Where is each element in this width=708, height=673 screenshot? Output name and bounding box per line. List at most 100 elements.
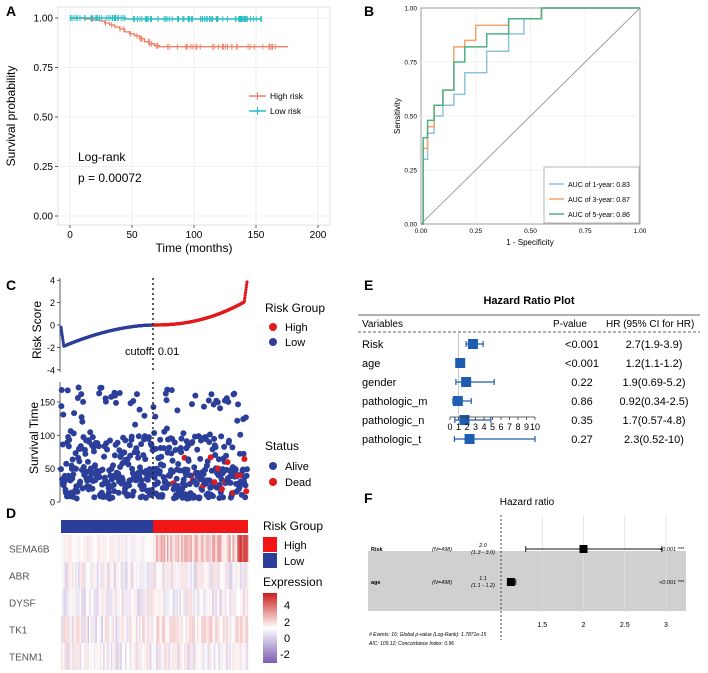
surv-point-alive [196,494,203,501]
hr-row-variable: gender [362,377,397,389]
heatmap-cell [75,562,77,589]
heatmap-cell [76,616,79,643]
panel-f-label: F [364,490,373,506]
heatmap-cell [218,589,221,616]
heatmap-cell [190,562,193,589]
risk-point-high [243,293,247,297]
surv-point-alive [89,485,96,492]
heatmap-cell [157,643,160,670]
heatmap-cells [61,535,249,670]
heatmap-cell [235,616,238,643]
heatmap-cell [112,535,115,562]
heatmap-cell [173,535,176,562]
surv-point-alive [96,474,103,481]
roc-x-tick-label: 0.00 [415,228,428,235]
risk-legend-title: Risk Group [265,301,325,315]
heatmap-cell [229,535,232,562]
heatmap-row-labels: SEMA6B ABR DYSF TK1 TENM1 [9,545,50,664]
heatmap-group-low: Low [284,556,304,568]
heatmap-cell [154,643,157,670]
heatmap-cell [223,616,225,643]
surv-point-alive [166,444,173,451]
hr-row-variable: age [362,358,380,370]
km-logrank-label: Log-rank [78,150,126,164]
heatmap-cell [149,589,152,616]
heatmap-cell [166,589,169,616]
km-y-tick-label: 0.50 [34,113,54,124]
surv-point-alive [226,437,233,444]
heatmap-cell [123,562,126,589]
surv-point-alive [105,489,112,496]
heatmap-cell [112,589,115,616]
heatmap-cell [173,643,176,670]
roc-y-tick-label: 1.00 [404,6,417,13]
surv-point-alive [156,468,163,475]
surv-point-alive [240,450,247,457]
hr-x-tick-label: 1 [456,422,461,432]
heatmap-cell [233,616,236,643]
heatmap-cell [93,535,96,562]
heatmap-cell [61,535,63,562]
heatmap-cell [185,535,188,562]
heatmap-cell [209,643,211,670]
heatmap-cell [177,616,180,643]
heatmap-cell [107,616,110,643]
heatmap-cell [96,643,99,670]
heatmap-cell [84,643,87,670]
heatmap-cell [138,562,141,589]
hr-row-hr: 2.7(1.9-3.9) [626,339,683,351]
heatmap-cell [70,562,73,589]
heatmap-cell [98,562,101,589]
heatmap-cell [198,589,200,616]
heatmap-cell [177,643,180,670]
heatmap-cell [67,535,70,562]
heatmap-annot-high [153,520,248,533]
forest-row-n: (N=498) [432,547,452,553]
surv-point-alive [188,401,195,408]
heatmap-cell [152,589,155,616]
heatmap-cell [240,616,243,643]
heatmap-cell [121,535,124,562]
heatmap-cell [146,562,149,589]
heatmap-cell [99,643,102,670]
heatmap-cell [151,616,154,643]
surv-point-alive [99,466,106,473]
heatmap-cell [92,535,95,562]
heatmap-cell [226,643,229,670]
surv-point-alive [243,472,250,479]
heatmap-cell [199,535,202,562]
heatmap-cell [226,535,229,562]
hr-header-hr: HR (95% CI for HR) [606,319,694,330]
heatmap-cell [79,535,82,562]
surv-point-alive [121,449,128,456]
km-x-tick-label: 50 [126,230,138,241]
heatmap-cell [246,562,249,589]
roc-y-ticks: 0.00 0.25 0.50 0.75 1.00 [404,6,417,229]
heatmap-cell [195,616,197,643]
risk-point-low [60,330,64,334]
panel-a-label: A [6,3,16,19]
heatmap-cell [187,535,190,562]
heatmap-cell [79,562,82,589]
heatmap-cell [112,616,115,643]
heatmap-cell [185,562,188,589]
km-lines [69,15,289,50]
forest-row-hr: 1.1 [479,576,487,582]
heatmap-cell [215,643,218,670]
heatmap-cell [62,535,65,562]
heatmap-cell [103,535,105,562]
heatmap-cell [128,535,130,562]
forest-footer-events: # Events: 16; Global p-value (Log-Rank):… [369,632,487,638]
heatmap-cell [75,535,77,562]
heatmap-cell [219,616,222,643]
heatmap-cell [163,562,166,589]
heatmap-row-dysf [61,589,249,616]
surv-point-alive [58,403,65,410]
heatmap-cell [121,616,124,643]
surv-point-alive [214,399,221,406]
surv-point-alive [174,407,181,414]
forest-x-tick-label: 1.5 [537,622,547,629]
heatmap-cell [205,616,208,643]
heatmap-cell [151,643,154,670]
heatmap-cell [232,616,235,643]
